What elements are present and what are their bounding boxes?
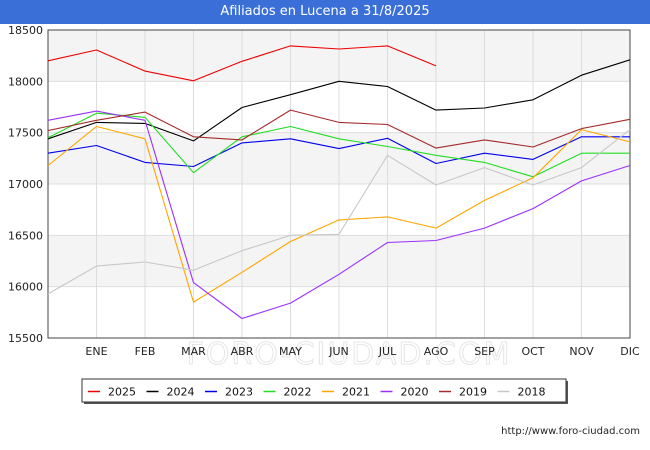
source-credit[interactable]: http://www.foro-ciudad.com: [501, 426, 640, 437]
legend-label-2025: 2025: [108, 386, 136, 399]
series-line-2022: [47, 112, 630, 178]
series-line-2023: [47, 136, 630, 168]
x-axis-ticks: ENE FEB MAR ABR MAY JUN JUL AGO SEP OCT NOV DIC: [85, 345, 640, 358]
watermark-layer: FORO-CIUDAD.COM: [186, 337, 512, 373]
chart-title: Afiliados en Lucena a 31/8/2025: [220, 4, 430, 19]
legend-label-2024: 2024: [167, 386, 195, 399]
title-bar: [0, 0, 650, 24]
legend-label-2021: 2021: [342, 386, 370, 399]
x-tick-label: DIC: [620, 345, 640, 358]
legend-label-2023: 2023: [225, 386, 253, 399]
x-tick-label: MAY: [279, 345, 302, 358]
legend-label-2018: 2018: [518, 386, 546, 399]
series-line-2018: [47, 129, 631, 295]
series-line-2021: [47, 125, 631, 303]
series-line-2025: [47, 45, 437, 82]
series-line-2020: [47, 110, 631, 320]
series-line-2019: [47, 109, 631, 149]
series-line-2024: [47, 59, 631, 142]
y-tick-label: 16500: [8, 229, 43, 242]
y-tick-label: 16000: [8, 281, 43, 294]
watermark-text: FORO-CIUDAD.COM: [187, 337, 512, 372]
y-tick-label: 18500: [8, 24, 43, 37]
x-tick-label: OCT: [521, 345, 544, 358]
y-tick-label: 17500: [8, 127, 43, 140]
legend-label-2019: 2019: [459, 386, 487, 399]
legend: 2025 2024 2023 2022 2021 2020 2019 2018: [81, 378, 568, 404]
x-tick-label: SEP: [474, 345, 495, 358]
legend-label-2022: 2022: [284, 386, 312, 399]
x-tick-label: JUL: [378, 345, 397, 358]
x-tick-label: ABR: [231, 345, 254, 358]
y-axis-ticks: 15500 16000 16500 17000 17500 18000 18500: [8, 24, 43, 345]
y-tick-label: 18000: [8, 75, 43, 88]
y-tick-label: 15500: [8, 332, 43, 345]
x-tick-label: ENE: [85, 345, 107, 358]
legend-box: [81, 378, 567, 403]
y-tick-label: 17000: [8, 178, 43, 191]
series-lines: [47, 45, 631, 320]
x-tick-label: NOV: [569, 345, 594, 358]
x-tick-label: FEB: [135, 345, 156, 358]
legend-label-2020: 2020: [401, 386, 429, 399]
plot-frame: [47, 29, 631, 339]
x-tick-label: JUN: [328, 345, 349, 358]
x-tick-label: MAR: [181, 345, 206, 358]
x-tick-label: AGO: [424, 345, 449, 358]
